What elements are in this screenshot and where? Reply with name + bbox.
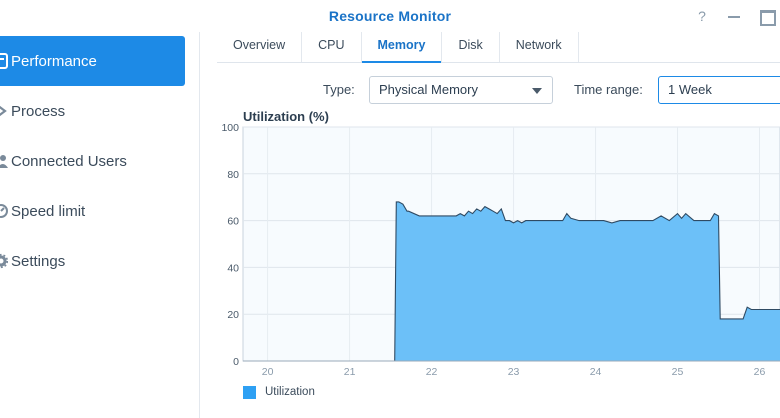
sidebar-item-label: Connected Users: [11, 152, 127, 170]
x-tick-label: 20: [262, 366, 274, 378]
type-select-value: Physical Memory: [379, 82, 478, 97]
sidebar-item-connected-users[interactable]: Connected Users: [0, 136, 185, 186]
process-icon: [0, 105, 7, 117]
tab-bar: Overview CPU Memory Disk Network: [217, 32, 780, 63]
window-title: Resource Monitor: [328, 8, 452, 24]
title-bar: Resource Monitor ?: [0, 0, 780, 32]
y-tick-label: 20: [227, 309, 239, 321]
type-label: Type:: [323, 82, 355, 97]
tab-disk[interactable]: Disk: [442, 32, 500, 62]
y-tick-label: 0: [233, 356, 239, 368]
help-icon[interactable]: ?: [698, 8, 706, 24]
y-tick-label: 100: [221, 122, 239, 134]
tab-cpu[interactable]: CPU: [302, 32, 362, 62]
legend-swatch-utilization: [243, 386, 256, 399]
speed-limit-icon: [0, 204, 8, 218]
y-tick-label: 80: [227, 169, 239, 181]
chart-title: Utilization (%): [243, 109, 329, 124]
y-tick-label: 40: [227, 262, 239, 274]
tab-overview[interactable]: Overview: [217, 32, 303, 62]
legend-label-utilization: Utilization: [265, 386, 315, 398]
chevron-down-icon: [532, 88, 542, 94]
x-tick-label: 22: [426, 366, 438, 378]
sidebar: Performance Process Connected Users Spee…: [0, 32, 200, 418]
series-line-utilization: [243, 201, 780, 362]
sidebar-item-label: Process: [11, 102, 66, 120]
sidebar-item-settings[interactable]: Settings: [0, 236, 185, 286]
x-tick-label: 26: [754, 366, 766, 378]
x-tick-label: 21: [344, 366, 356, 378]
sidebar-item-label: Performance: [11, 52, 97, 70]
time-range-label: Time range:: [574, 82, 643, 97]
users-icon: [0, 155, 8, 168]
performance-icon: [0, 53, 8, 69]
sidebar-item-label: Speed limit: [11, 202, 86, 220]
tab-memory[interactable]: Memory: [361, 32, 443, 63]
utilization-chart: 0 20 40 60 80 100 20 21 22 23 24 25 26: [221, 122, 780, 378]
tab-network[interactable]: Network: [500, 32, 579, 62]
type-select[interactable]: Physical Memory: [369, 76, 553, 104]
series-area-utilization: [243, 201, 780, 361]
sidebar-item-speed-limit[interactable]: Speed limit: [0, 186, 185, 236]
time-range-select[interactable]: 1 Week: [658, 76, 780, 104]
sidebar-item-label: Settings: [11, 252, 66, 270]
y-tick-label: 60: [227, 216, 239, 228]
sidebar-item-process[interactable]: Process: [0, 86, 185, 136]
x-tick-label: 25: [672, 366, 684, 378]
sidebar-item-performance[interactable]: Performance: [0, 36, 185, 86]
x-tick-label: 23: [508, 366, 520, 378]
minimize-icon[interactable]: [724, 6, 744, 26]
time-range-select-value: 1 Week: [668, 82, 712, 97]
settings-icon: [0, 253, 8, 269]
maximize-icon[interactable]: [756, 6, 776, 26]
x-tick-label: 24: [590, 366, 602, 378]
